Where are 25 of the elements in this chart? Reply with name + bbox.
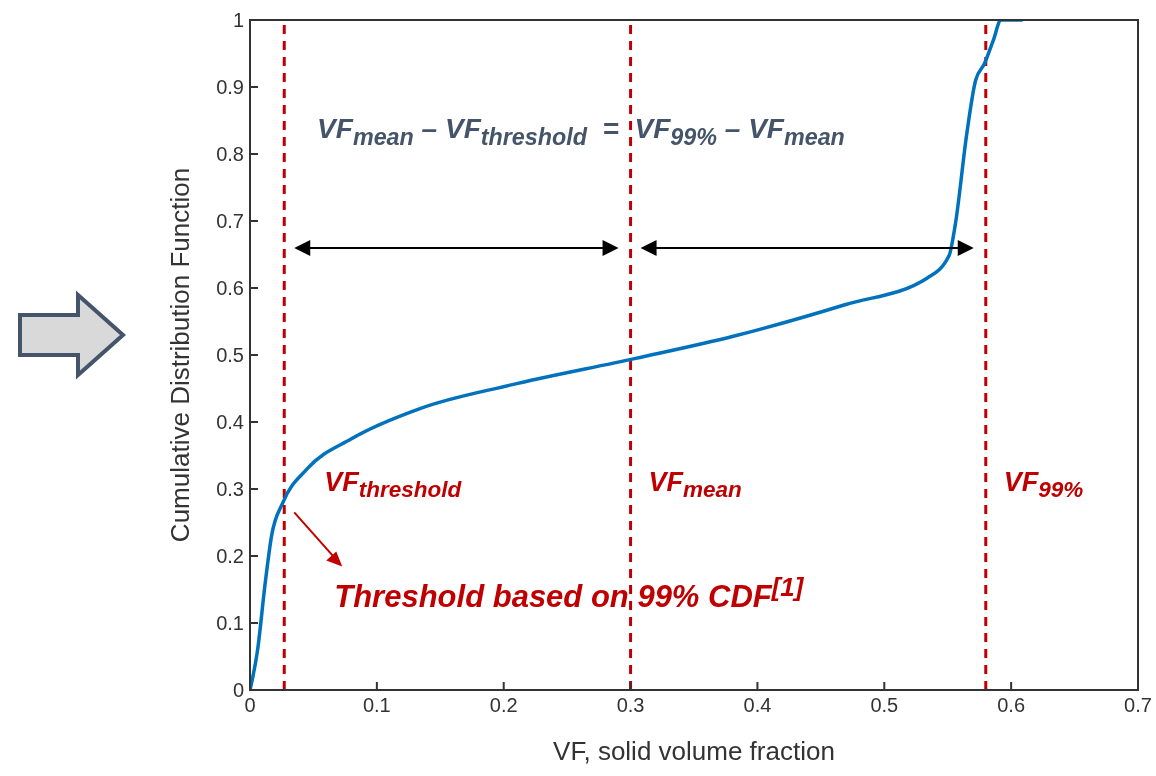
x-tick-label: 0.5: [870, 694, 899, 717]
y-tick-label: 0.4: [216, 411, 244, 434]
y-tick-label: 0: [232, 679, 244, 702]
y-tick-label: 0.5: [216, 344, 244, 367]
y-tick-label: 0.2: [216, 545, 244, 568]
ref-line-label: VF$_{mean}$: [648, 467, 742, 504]
y-tick-label: 0.7: [216, 210, 244, 233]
annotation: VF$_{mean}$ – VF$_{threshold}$ = VF$_{99%}$ – VF$_{mean}$: [317, 112, 845, 150]
x-tick-label: 0.4: [743, 694, 772, 717]
y-axis-title: Cumulative Distribution Function: [165, 167, 196, 543]
annotation: Threshold based on 99% CDF$^{[1]}$: [334, 572, 804, 616]
x-axis-title: VF, solid volume fraction: [553, 736, 835, 766]
y-tick-label: 0.6: [216, 277, 244, 300]
y-tick-label: 0.1: [216, 612, 244, 635]
x-tick-label: 0.6: [997, 694, 1026, 717]
x-tick-label: 0.1: [362, 694, 391, 717]
y-tick-label: 0.3: [216, 478, 244, 501]
y-tick-label: 1: [232, 9, 244, 32]
y-tick-label: 0.9: [216, 76, 244, 99]
x-tick-label: 0.3: [616, 694, 645, 717]
ref-line-label: VF$_{threshold}$: [324, 467, 462, 504]
x-tick-label: 0.2: [489, 694, 518, 717]
x-tick-label: 0.7: [1124, 694, 1152, 717]
y-tick-label: 0.8: [216, 143, 244, 166]
ref-line-label: VF$_{99%}$: [1003, 467, 1084, 504]
